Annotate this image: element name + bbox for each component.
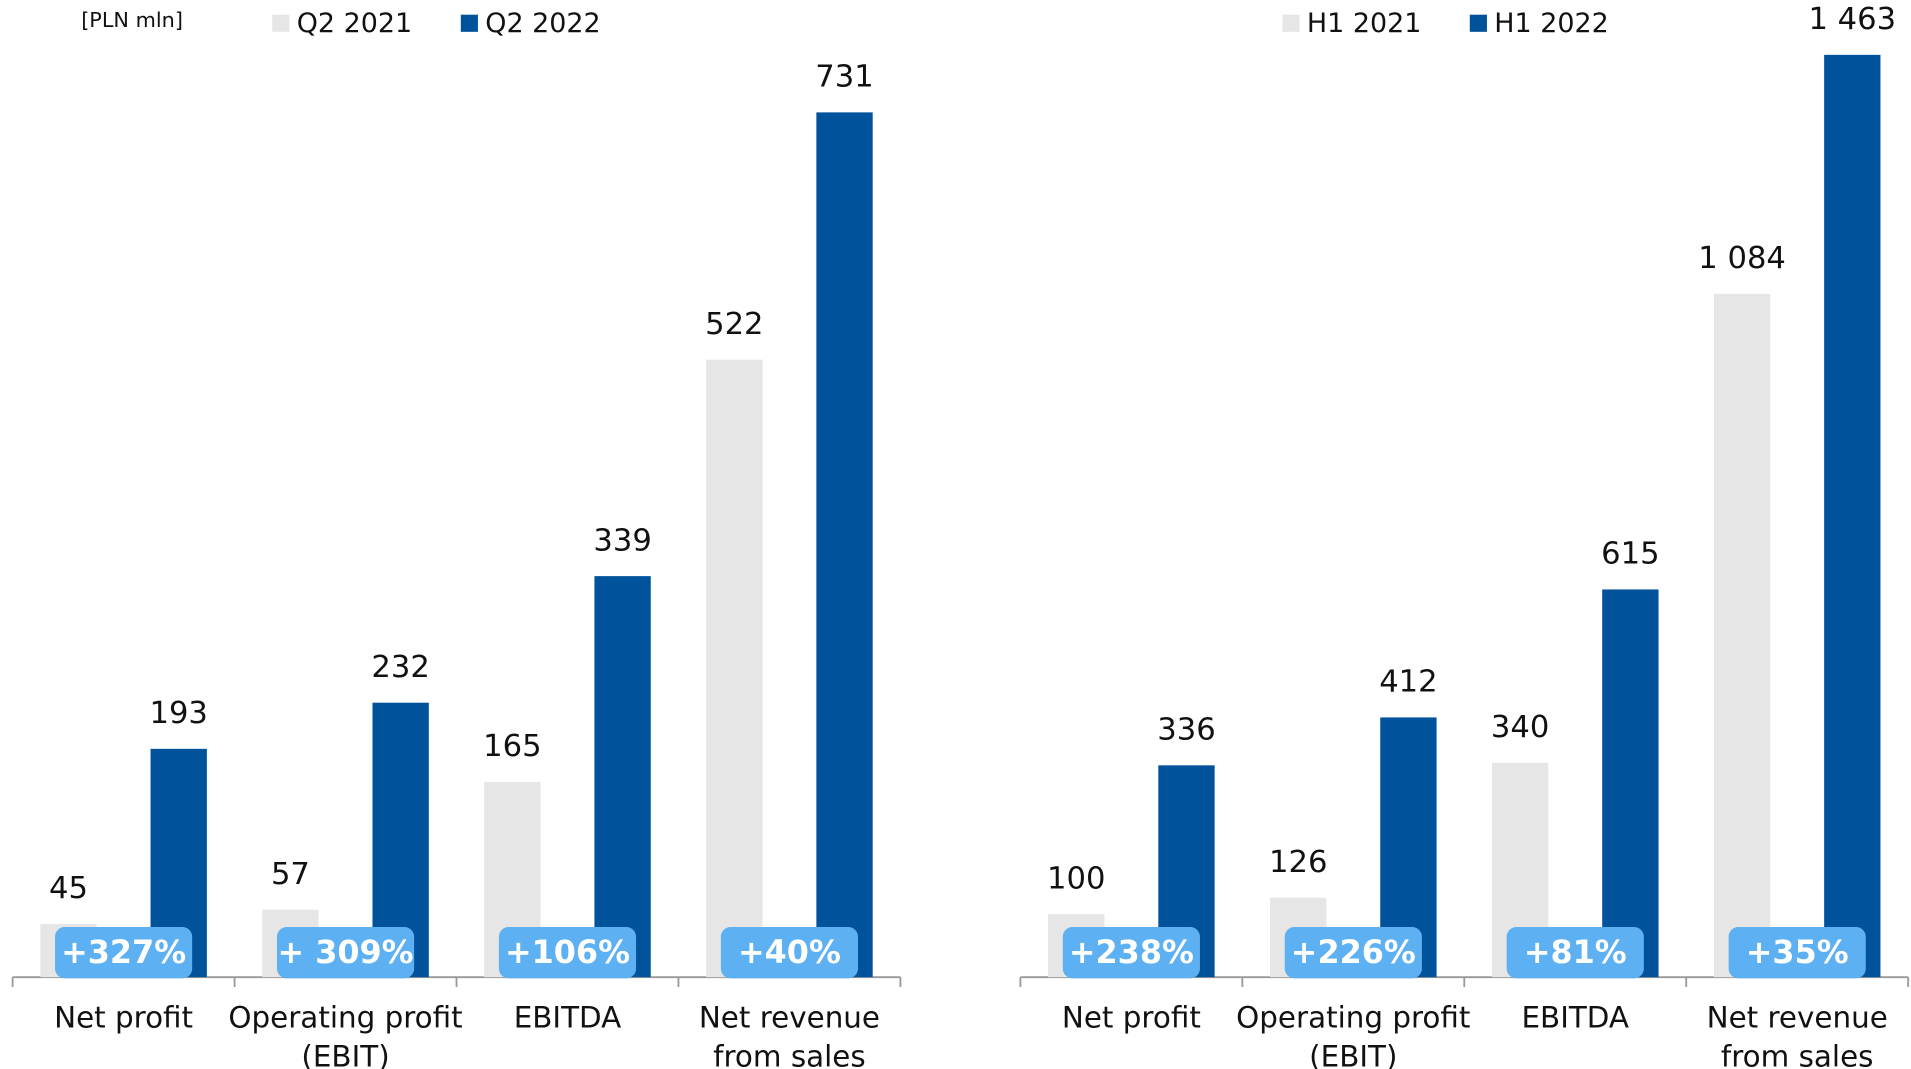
growth-badge-label: +106% xyxy=(505,933,630,971)
x-tick-label: EBITDA xyxy=(1521,1000,1629,1034)
value-label: 615 xyxy=(1601,537,1659,572)
value-label: 126 xyxy=(1269,845,1327,880)
legend-swatch xyxy=(1469,14,1487,32)
value-label: 232 xyxy=(371,650,429,685)
value-label: 1 463 xyxy=(1808,2,1896,37)
legend-swatch xyxy=(460,14,478,32)
growth-badge xyxy=(276,926,415,979)
value-label: 339 xyxy=(593,523,651,558)
x-tick-label: (EBIT) xyxy=(1309,1039,1397,1069)
legend-swatch xyxy=(272,14,290,32)
value-label: 336 xyxy=(1157,713,1215,748)
growth-badge-label: +35% xyxy=(1746,933,1849,971)
x-tick-label: from sales xyxy=(1721,1039,1874,1069)
legend-swatch xyxy=(1282,14,1300,32)
bar xyxy=(1602,589,1659,978)
value-label: 522 xyxy=(705,307,763,342)
value-label: 57 xyxy=(271,857,310,892)
growth-badge xyxy=(1284,926,1422,979)
x-tick-label: Operating profit xyxy=(1236,1000,1470,1034)
x-tick-label: from sales xyxy=(713,1039,866,1069)
unit-label: [PLN mln] xyxy=(81,8,183,32)
x-tick-label: Net profit xyxy=(1062,1000,1201,1034)
growth-badge-label: +327% xyxy=(61,933,186,971)
x-tick-label: Net revenue xyxy=(1707,1000,1888,1034)
growth-badge-label: +81% xyxy=(1524,933,1627,971)
value-label: 1 084 xyxy=(1698,241,1786,276)
growth-badge xyxy=(498,926,637,979)
growth-badge xyxy=(55,926,193,979)
growth-badge-label: + 309% xyxy=(278,933,414,971)
x-tick-label: Operating profit xyxy=(228,1000,462,1034)
value-label: 340 xyxy=(1491,710,1549,745)
x-tick-label: (EBIT) xyxy=(301,1039,389,1069)
bar xyxy=(1824,54,1881,978)
value-label: 731 xyxy=(815,60,873,95)
bar xyxy=(816,112,873,978)
legend-label: H1 2021 xyxy=(1307,8,1421,39)
bar xyxy=(1713,293,1771,978)
value-label: 412 xyxy=(1379,665,1437,700)
growth-badge xyxy=(1506,926,1644,979)
legend-label: H1 2022 xyxy=(1494,8,1608,39)
growth-badge-label: +40% xyxy=(738,933,841,971)
value-label: 100 xyxy=(1047,861,1105,896)
value-label: 45 xyxy=(49,871,88,906)
value-label: 193 xyxy=(149,696,207,731)
growth-badge-label: +238% xyxy=(1069,933,1194,971)
x-tick-label: EBITDA xyxy=(514,1000,622,1034)
x-tick-label: Net revenue xyxy=(699,1000,880,1034)
growth-badge xyxy=(720,926,858,979)
growth-badge-label: +226% xyxy=(1291,933,1416,971)
growth-badge xyxy=(1062,926,1200,979)
legend-label: Q2 2022 xyxy=(485,8,600,39)
x-tick-label: Net profit xyxy=(54,1000,193,1034)
bar xyxy=(706,359,763,978)
value-label: 165 xyxy=(483,729,541,764)
growth-badge xyxy=(1728,926,1866,979)
bar xyxy=(594,576,651,978)
legend-label: Q2 2021 xyxy=(297,8,412,39)
